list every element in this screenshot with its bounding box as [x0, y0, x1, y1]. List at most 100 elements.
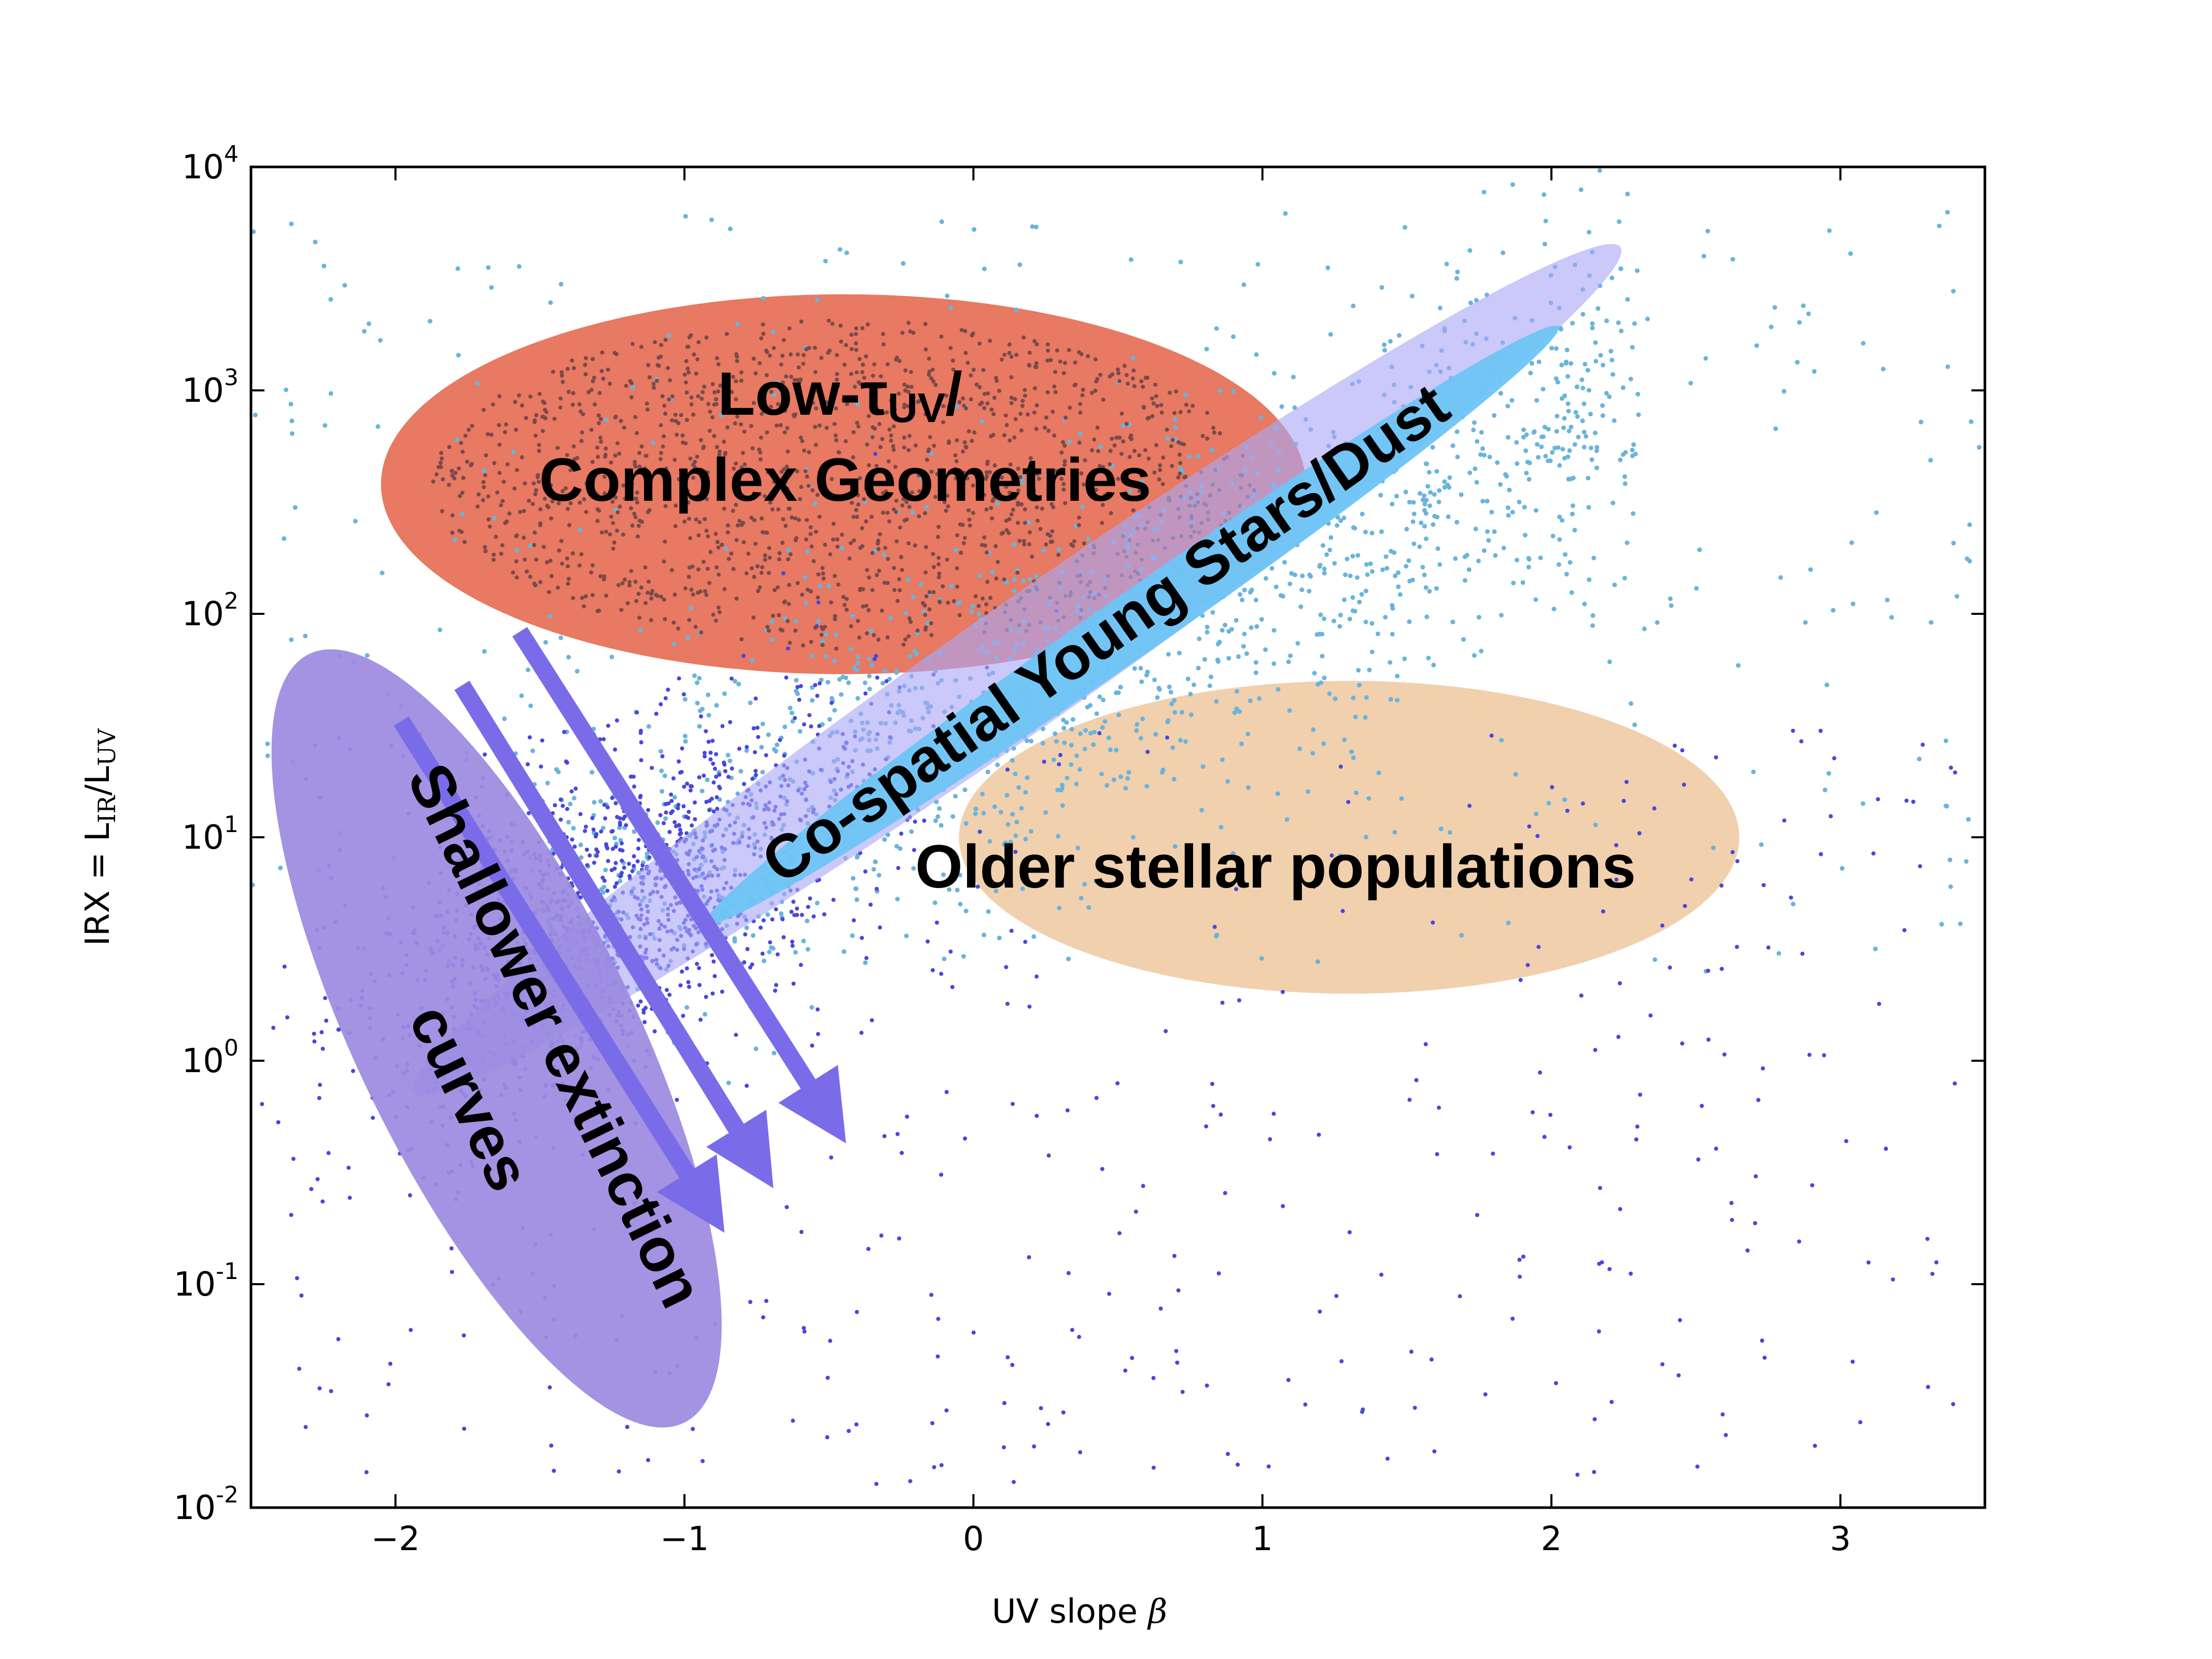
- scatter-point: [880, 681, 886, 686]
- scatter-point: [558, 282, 564, 287]
- scatter-point: [882, 1134, 887, 1138]
- scatter-point: [1297, 746, 1303, 751]
- scatter-point: [499, 552, 503, 556]
- scatter-point: [549, 516, 553, 521]
- scatter-point: [985, 401, 990, 405]
- scatter-point: [1565, 374, 1571, 379]
- scatter-point: [1682, 782, 1686, 787]
- scatter-point: [1350, 595, 1355, 600]
- scatter-point: [1231, 388, 1236, 393]
- scatter-point: [1629, 1271, 1633, 1276]
- scatter-point: [566, 564, 570, 569]
- scatter-point: [731, 374, 735, 379]
- scatter-point: [1263, 576, 1268, 581]
- scatter-point: [1514, 440, 1519, 445]
- scatter-point: [734, 461, 738, 466]
- scatter-point: [570, 358, 575, 363]
- scatter-point: [536, 473, 540, 477]
- scatter-point: [604, 529, 608, 534]
- scatter-point: [1100, 521, 1104, 525]
- scatter-point: [981, 596, 985, 601]
- scatter-point: [829, 600, 833, 605]
- scatter-point: [1513, 771, 1518, 777]
- scatter-point: [924, 594, 929, 599]
- scatter-point: [1397, 592, 1403, 597]
- scatter-point: [613, 861, 618, 865]
- scatter-point: [1123, 1368, 1128, 1373]
- scatter-point: [968, 523, 972, 528]
- scatter-point: [1420, 565, 1425, 570]
- scatter-point: [810, 488, 815, 493]
- scatter-point: [851, 430, 856, 434]
- scatter-point: [627, 487, 632, 492]
- scatter-point: [1455, 270, 1460, 275]
- scatter-point: [590, 459, 595, 464]
- scatter-point: [1016, 785, 1021, 790]
- scatter-point: [866, 657, 872, 662]
- scatter-point: [763, 553, 767, 558]
- scatter-point: [1132, 666, 1137, 671]
- scatter-point: [514, 533, 519, 538]
- scatter-point: [1005, 767, 1010, 772]
- scatter-point: [605, 846, 610, 851]
- scatter-point: [1617, 219, 1622, 224]
- scatter-point: [470, 424, 474, 428]
- scatter-point: [789, 909, 794, 914]
- scatter-point: [1618, 266, 1623, 272]
- scatter-point: [814, 406, 818, 411]
- scatter-point: [571, 444, 576, 449]
- scatter-point: [842, 949, 847, 954]
- scatter-point: [615, 441, 620, 446]
- scatter-point: [731, 509, 735, 513]
- scatter-point: [980, 792, 985, 797]
- scatter-point: [1498, 391, 1503, 396]
- scatter-point: [853, 886, 858, 891]
- scatter-point: [1062, 459, 1067, 463]
- scatter-point: [440, 509, 444, 513]
- scatter-point: [1057, 547, 1062, 552]
- scatter-point: [1108, 448, 1113, 453]
- scatter-point: [799, 319, 804, 324]
- scatter-point: [1101, 397, 1105, 402]
- scatter-point: [619, 874, 623, 878]
- scatter-point: [848, 541, 853, 545]
- scatter-point: [635, 859, 640, 864]
- scatter-point: [697, 982, 702, 987]
- scatter-point: [635, 500, 639, 505]
- scatter-point: [687, 810, 691, 814]
- scatter-point: [900, 330, 905, 335]
- scatter-point: [918, 582, 923, 587]
- scatter-point: [1552, 445, 1557, 451]
- scatter-point: [1098, 463, 1102, 468]
- scatter-point: [1219, 1112, 1223, 1117]
- scatter-point: [967, 508, 971, 513]
- scatter-point: [1117, 1231, 1122, 1235]
- scatter-point: [449, 1246, 454, 1250]
- scatter-point: [1535, 834, 1540, 838]
- scatter-point: [1720, 1412, 1725, 1417]
- scatter-point: [841, 595, 846, 599]
- scatter-point: [1056, 834, 1061, 839]
- scatter-point: [441, 477, 445, 482]
- scatter-point: [760, 565, 764, 570]
- scatter-point: [923, 347, 928, 352]
- scatter-point: [1029, 496, 1033, 501]
- scatter-point: [1881, 367, 1886, 372]
- scatter-point: [817, 681, 822, 686]
- scatter-point: [932, 1465, 936, 1470]
- scatter-point: [1271, 661, 1277, 666]
- scatter-point: [645, 401, 649, 406]
- scatter-point: [1598, 1186, 1602, 1190]
- scatter-point: [759, 457, 763, 462]
- scatter-point: [1396, 584, 1401, 589]
- scatter-point: [454, 437, 459, 442]
- scatter-point: [786, 618, 790, 623]
- scatter-point: [971, 331, 975, 336]
- scatter-point: [1299, 587, 1305, 593]
- scatter-point: [1437, 1105, 1441, 1110]
- scatter-point: [864, 603, 869, 608]
- scatter-point: [748, 700, 753, 706]
- scatter-point: [1548, 1113, 1553, 1117]
- scatter-point: [461, 1333, 466, 1338]
- scatter-point: [1590, 326, 1595, 331]
